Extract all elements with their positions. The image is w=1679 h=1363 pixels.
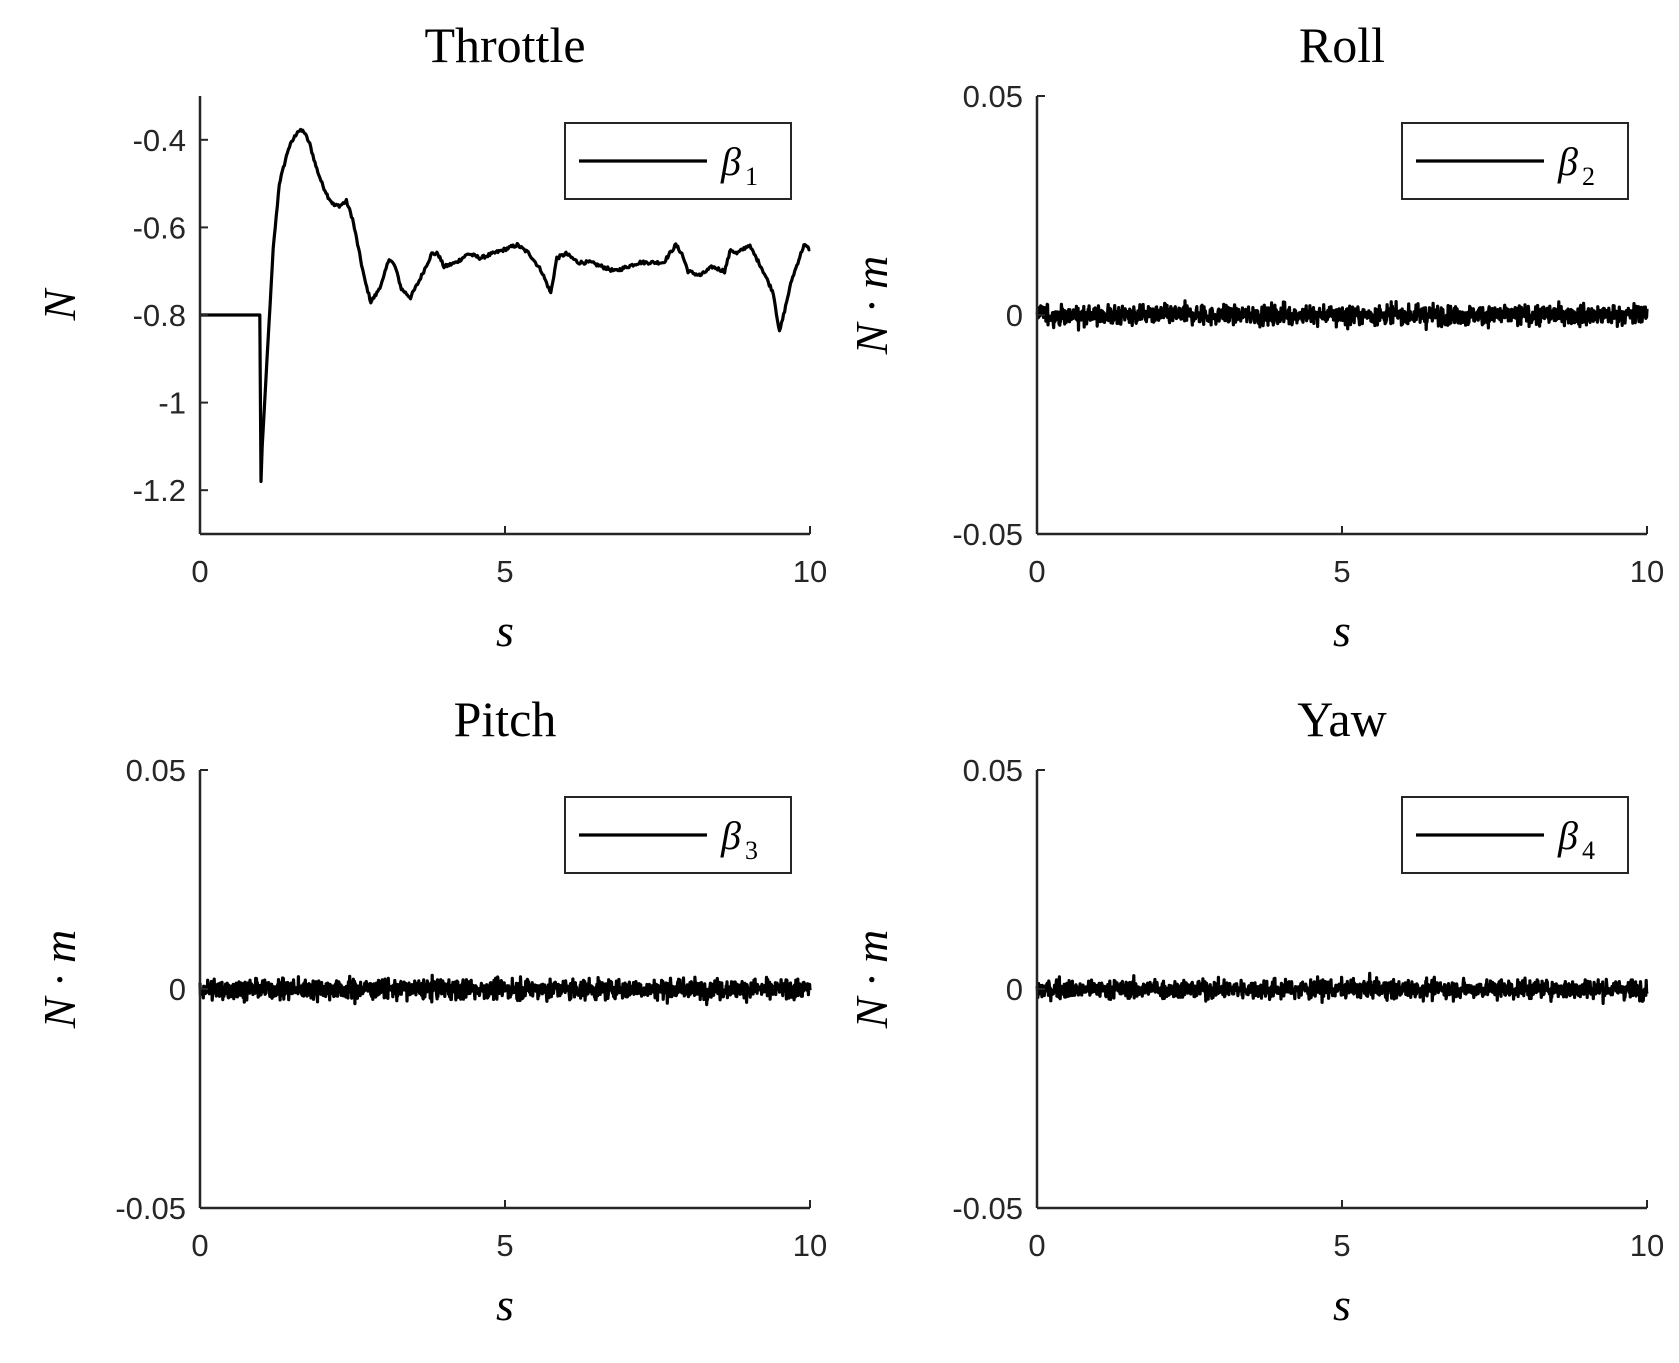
- y-axis-label: N · m: [846, 930, 897, 1029]
- y-tick-label: -0.05: [952, 1191, 1023, 1226]
- x-axis-label: s: [1333, 1279, 1351, 1330]
- x-axis-label: s: [1333, 605, 1351, 656]
- x-tick-label: 5: [1333, 554, 1350, 589]
- series-line-beta-2: [1035, 299, 1649, 332]
- legend-label: β: [1557, 139, 1578, 184]
- series-line-beta-3: [198, 973, 812, 1007]
- legend-label-subscript: 2: [1582, 162, 1595, 191]
- subplot-title: Throttle: [424, 17, 585, 73]
- y-axis-label: N · m: [846, 256, 897, 355]
- y-tick-label: -0.05: [952, 517, 1023, 552]
- x-axis-label: s: [496, 1279, 514, 1330]
- series-line-beta-4: [1035, 971, 1649, 1006]
- x-tick-label: 5: [496, 554, 513, 589]
- legend-label-subscript: 1: [745, 162, 758, 191]
- x-tick-label: 10: [793, 1228, 827, 1263]
- y-axis-label: N · m: [34, 930, 85, 1029]
- x-axis-label: s: [496, 605, 514, 656]
- x-tick-label: 0: [1028, 554, 1045, 589]
- subplot-1: Throttle 0 5 10 -1.2 -1 -0.8 -0.6 -0.4 s Nβ 1: [34, 17, 827, 656]
- y-tick-label: -1.2: [133, 473, 186, 508]
- series-line-beta-1: [199, 127, 811, 483]
- y-tick-label: -0.4: [133, 123, 186, 158]
- legend-label: β: [720, 813, 741, 858]
- subplot-title: Pitch: [454, 691, 557, 747]
- legend-label: β: [720, 139, 741, 184]
- y-tick-label: 0.05: [963, 753, 1023, 788]
- x-tick-label: 5: [496, 1228, 513, 1263]
- y-tick-label: 0: [169, 972, 186, 1007]
- x-tick-label: 10: [793, 554, 827, 589]
- subplot-title: Yaw: [1297, 691, 1386, 747]
- y-axis-label: N: [34, 287, 85, 321]
- legend-label-subscript: 4: [1582, 836, 1595, 865]
- x-tick-label: 0: [191, 1228, 208, 1263]
- x-tick-label: 0: [1028, 1228, 1045, 1263]
- x-tick-label: 0: [191, 554, 208, 589]
- y-tick-label: 0.05: [126, 753, 186, 788]
- subplot-title: Roll: [1299, 17, 1385, 73]
- x-tick-label: 10: [1630, 1228, 1664, 1263]
- y-tick-label: -0.05: [115, 1191, 186, 1226]
- y-tick-label: 0.05: [963, 79, 1023, 114]
- legend-label-subscript: 3: [745, 836, 758, 865]
- x-tick-label: 5: [1333, 1228, 1350, 1263]
- y-tick-label: -0.8: [133, 298, 186, 333]
- y-tick-label: 0: [1006, 298, 1023, 333]
- y-tick-label: -1: [158, 386, 186, 421]
- y-tick-label: 0: [1006, 972, 1023, 1007]
- y-tick-label: -0.6: [133, 210, 186, 245]
- legend-label: β: [1557, 813, 1578, 858]
- x-tick-label: 10: [1630, 554, 1664, 589]
